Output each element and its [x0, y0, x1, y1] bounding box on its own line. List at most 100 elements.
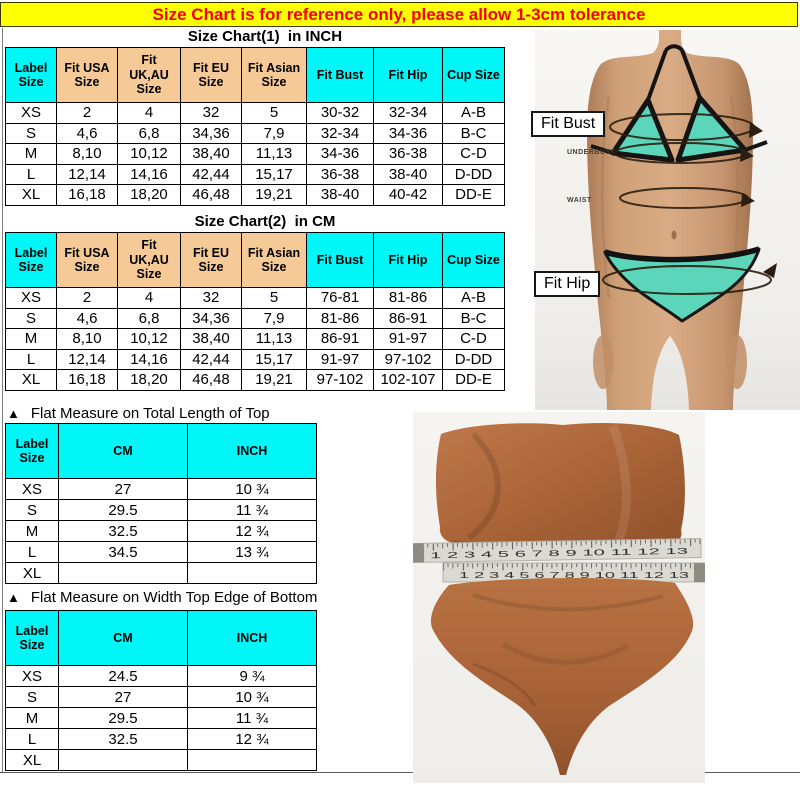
column-header: Cup Size — [442, 47, 505, 103]
hand-right — [727, 335, 747, 389]
table-cell: S — [5, 122, 57, 144]
column-header: Fit Bust — [306, 47, 374, 103]
hand-left — [593, 335, 613, 389]
column-header: INCH — [187, 610, 317, 666]
tape-bottom-numbers: 1 2 3 4 5 6 7 8 9 10 11 12 13 — [459, 570, 690, 580]
high-waist-bottom — [430, 577, 694, 775]
table-row: XL — [5, 562, 317, 584]
column-header: CM — [58, 423, 188, 479]
table-cell: 91-97 — [306, 348, 374, 370]
table-cell: 91-97 — [373, 328, 443, 350]
table-cell: 5 — [241, 102, 307, 124]
table-cell: XS — [5, 102, 57, 124]
table-cell: 40-42 — [373, 184, 443, 206]
bottom-width-heading: ▲ Flat Measure on Width Top Edge of Bott… — [7, 589, 317, 606]
table-cell: 14,16 — [117, 348, 181, 370]
table-cell: 38-40 — [306, 184, 374, 206]
column-header: Fit USA Size — [56, 47, 118, 103]
table-cell: 12,14 — [56, 348, 118, 370]
table-cell: 38,40 — [180, 328, 242, 350]
bandeau-fold-shadow — [467, 431, 501, 541]
table-row: M 32.5 12 ¾ — [5, 520, 317, 542]
table-cell: 14,16 — [117, 163, 181, 185]
table-cell: 32 — [180, 102, 242, 124]
tape-metal-clip — [413, 543, 425, 563]
table-cell: 76-81 — [306, 287, 374, 309]
table-cell: 4 — [117, 102, 181, 124]
product-illustration: 1 2 3 4 5 6 7 8 9 10 11 12 13 1 2 3 4 5 … — [413, 412, 705, 783]
table-cell: 18,20 — [117, 369, 181, 391]
column-header: Fit Hip — [373, 47, 443, 103]
column-header: Fit Hip — [373, 232, 443, 288]
bandeau-top — [435, 423, 685, 551]
header-row: Label Size CM INCH — [5, 610, 317, 666]
table-cell: 19,21 — [241, 184, 307, 206]
table-cell: 34,36 — [180, 122, 242, 144]
table-cell: XL — [5, 369, 57, 391]
table-cell: L — [5, 541, 59, 563]
table-cell: 12 ¾ — [187, 728, 317, 750]
header-row: Label Size CM INCH — [5, 423, 317, 479]
table-cell: 38-40 — [373, 163, 443, 185]
table-cell: C-D — [442, 143, 505, 165]
table-cell: 36-38 — [373, 143, 443, 165]
table-row: M 29.5 11 ¾ — [5, 707, 317, 729]
table-cell: 11 ¾ — [187, 707, 317, 729]
table-cell: DD-E — [442, 369, 505, 391]
bikini-bottom-waistband — [604, 246, 760, 263]
table-row: S 27 10 ¾ — [5, 686, 317, 708]
table-cell — [187, 562, 317, 584]
table-cell: 30-32 — [306, 102, 374, 124]
column-header: Label Size — [5, 47, 57, 103]
column-header: Label Size — [5, 232, 57, 288]
table-cell: D-DD — [442, 163, 505, 185]
table-cell: M — [5, 707, 59, 729]
triangle-up-icon: ▲ — [7, 590, 20, 605]
table-cell: A-B — [442, 287, 505, 309]
top-length-table: Label Size CM INCH XS 27 10 ¾ S 29.5 11 ¾ M 32.5 12… — [5, 423, 317, 584]
table-cell: 86-91 — [373, 307, 443, 329]
table-row: XS 2 4 32 5 30-32 32-34 A-B — [5, 102, 505, 124]
table-cell: 10 ¾ — [187, 686, 317, 708]
table-cell: 11,13 — [241, 143, 307, 165]
column-header: Label Size — [5, 423, 59, 479]
table-row: L 12,14 14,16 42,44 15,17 36-38 38-40 D-DD — [5, 163, 505, 185]
table-row: XS 24.5 9 ¾ — [5, 665, 317, 687]
table-cell: 2 — [56, 287, 118, 309]
table-cell: 10,12 — [117, 328, 181, 350]
size-chart-inch-title: Size Chart(1) in INCH — [187, 28, 343, 45]
table-cell: 9 ¾ — [187, 665, 317, 687]
table-row: XL 16,18 18,20 46,48 19,21 38-40 40-42 DD-E — [5, 184, 505, 206]
table-cell: 46,48 — [180, 184, 242, 206]
table-cell: L — [5, 163, 57, 185]
top-length-heading-text: Flat Measure on Total Length of Top — [30, 405, 270, 422]
table-cell: 12 ¾ — [187, 520, 317, 542]
table-cell: 27 — [58, 686, 188, 708]
table-cell: S — [5, 307, 57, 329]
column-header: Fit Asian Size — [241, 232, 307, 288]
bandeau-highlight — [608, 424, 631, 542]
table-row: S 4,6 6,8 34,36 7,9 32-34 34-36 B-C — [5, 122, 505, 144]
model-measurement-photo: Fit Bust UNDERBUST WAIST Fit Hip — [531, 30, 800, 410]
table-cell: 34-36 — [373, 122, 443, 144]
header-row: Label Size Fit USA Size Fit UK,AU Size Fit … — [5, 47, 505, 103]
table-row: M 8,10 10,12 38,40 11,13 86-91 91-97 C-D — [5, 328, 505, 350]
table-cell: S — [5, 499, 59, 521]
table-cell: 7,9 — [241, 307, 307, 329]
bottom-page-rule — [0, 772, 800, 773]
table-cell: 29.5 — [58, 707, 188, 729]
left-page-rule — [2, 28, 3, 773]
bottom-wrinkle-1 — [472, 593, 664, 612]
tape-top-numbers: 1 2 3 4 5 6 7 8 9 10 11 12 13 — [430, 546, 689, 561]
table-cell: XS — [5, 478, 59, 500]
table-cell: 102-107 — [373, 369, 443, 391]
column-header: Fit UK,AU Size — [117, 47, 181, 103]
table-cell: 34-36 — [306, 143, 374, 165]
table-cell: 13 ¾ — [187, 541, 317, 563]
column-header: Fit Bust — [306, 232, 374, 288]
table-cell: B-C — [442, 122, 505, 144]
table-row: XS 27 10 ¾ — [5, 478, 317, 500]
column-header: Fit UK,AU Size — [117, 232, 181, 288]
tolerance-banner: Size Chart is for reference only, please… — [0, 2, 798, 27]
table-cell: 29.5 — [58, 499, 188, 521]
